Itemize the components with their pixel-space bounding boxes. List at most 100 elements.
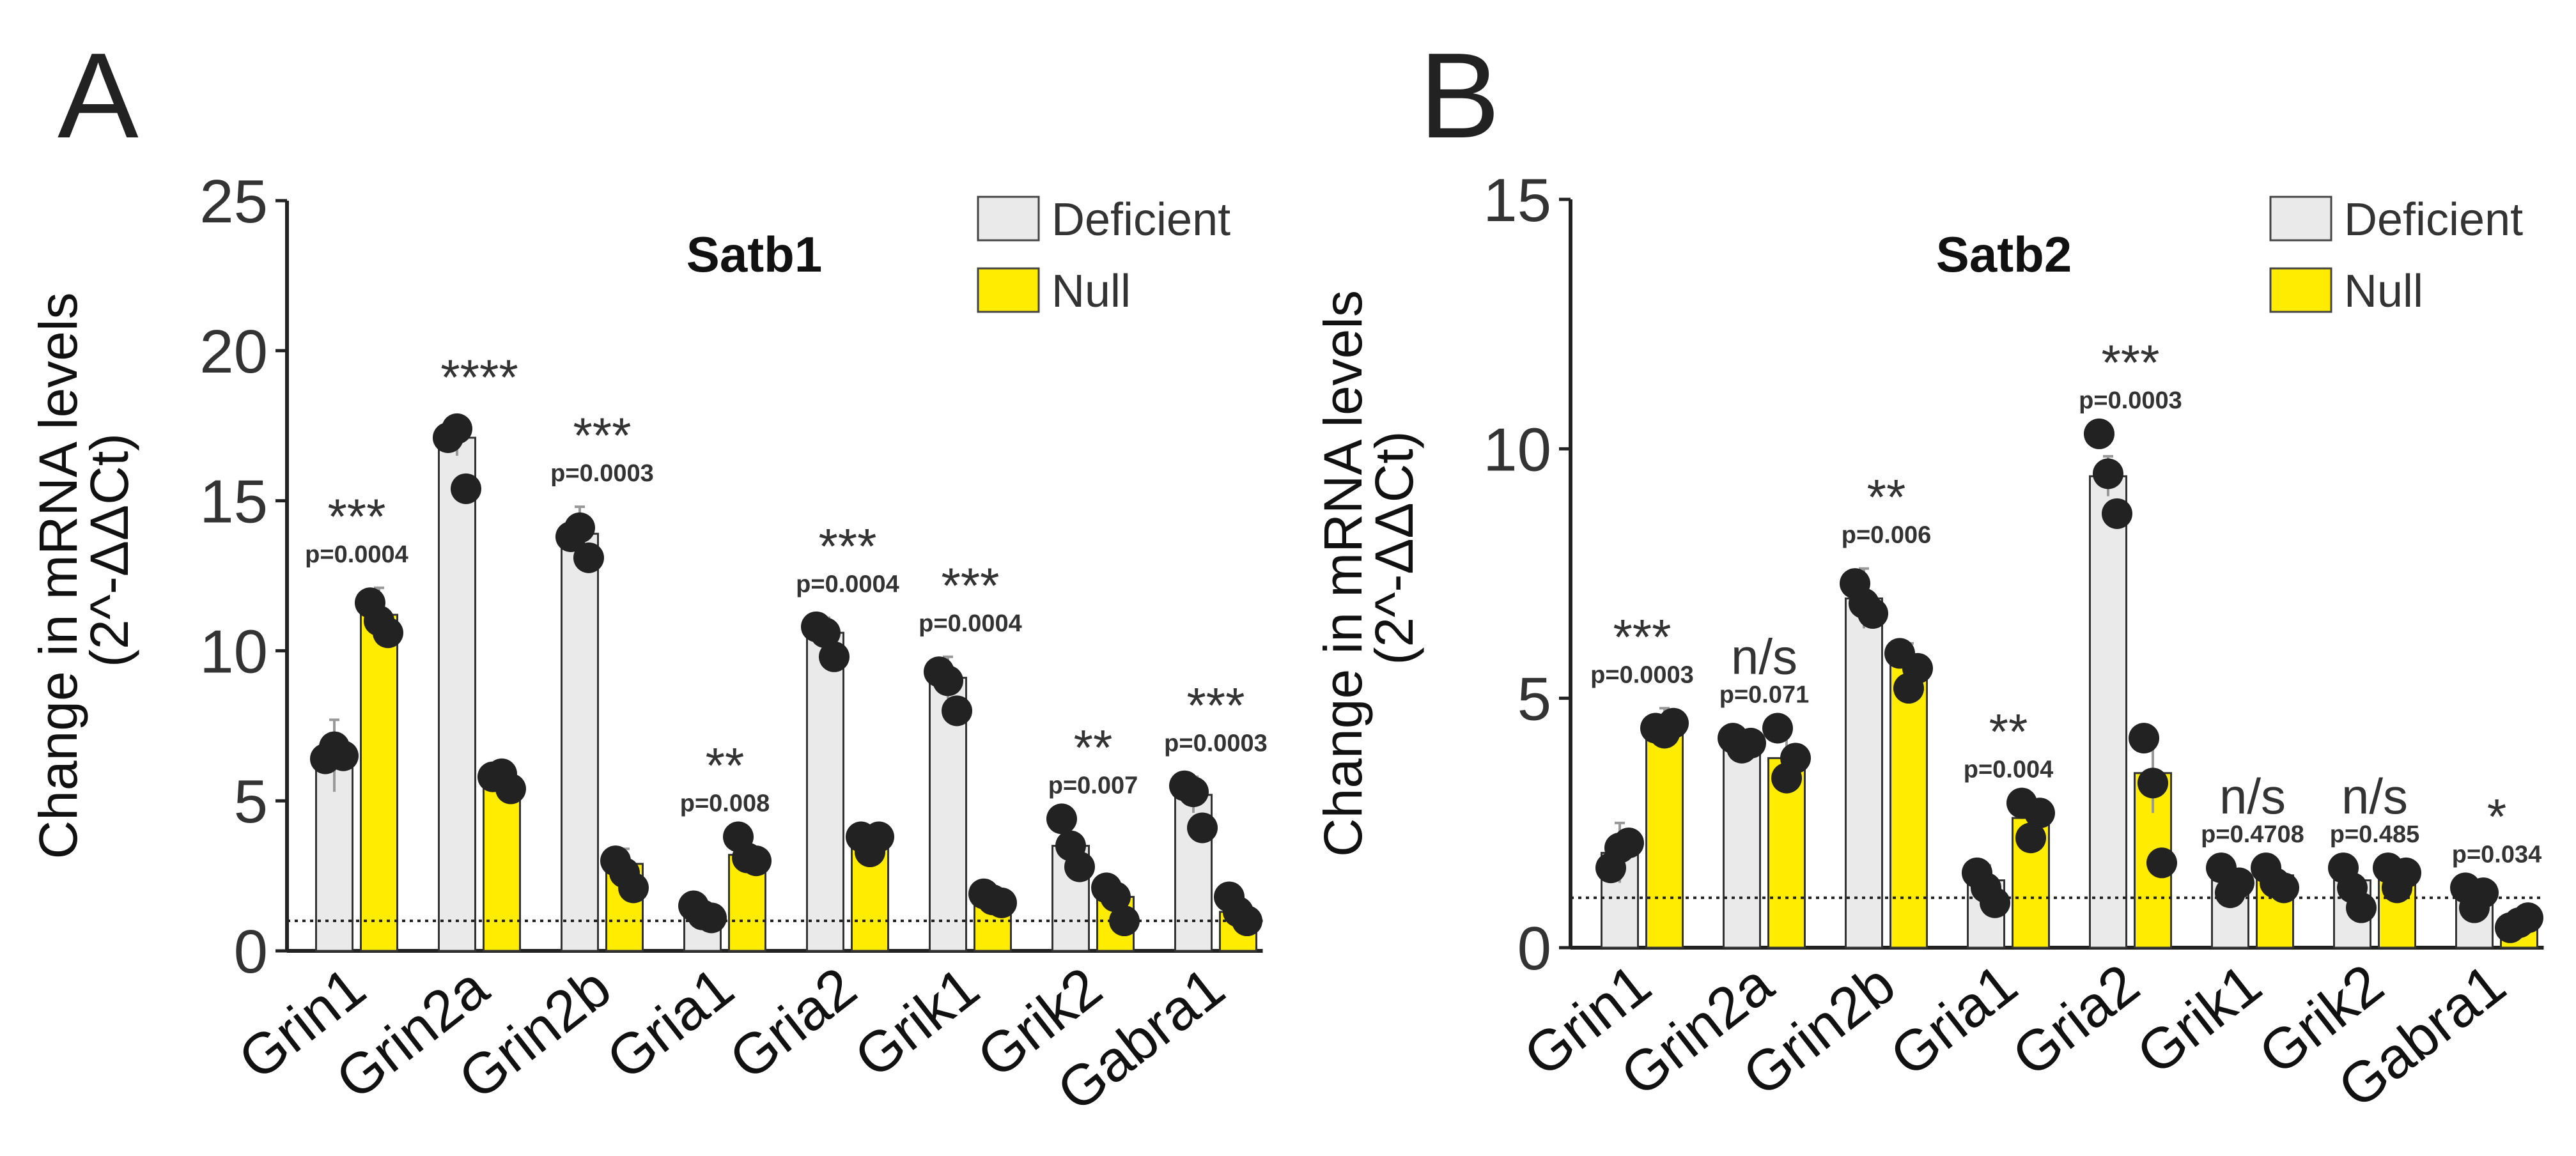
data-point (2346, 892, 2377, 923)
y-tick-label: 0 (234, 918, 268, 986)
bar-null-grin2b (1889, 662, 1928, 949)
y-axis-label: Change in mRNA levels (28, 292, 88, 859)
significance-label: *** (818, 518, 876, 574)
y-tick-label: 25 (199, 167, 268, 236)
bar-null-grin1 (360, 613, 398, 952)
p-value-label: p=0.0004 (305, 541, 408, 568)
p-value-label: p=0.006 (1842, 522, 1932, 549)
data-point (696, 902, 727, 934)
bar-null-grin1 (1645, 727, 1684, 949)
data-point (618, 872, 649, 904)
data-point (2129, 723, 2159, 754)
x-tick-label-grik1: Grik1 (843, 955, 991, 1090)
chart-title: Satb2 (1936, 226, 2072, 282)
p-value-label: p=0.007 (1048, 772, 1138, 799)
y-tick-label: 10 (199, 617, 268, 686)
data-point (2015, 822, 2046, 854)
significance-label: *** (1613, 608, 1671, 665)
x-tick-label-gria2: Gria2 (718, 955, 868, 1092)
p-value-label: p=0.034 (2452, 841, 2542, 868)
legend-swatch-null (2269, 267, 2332, 313)
data-point (2391, 857, 2421, 888)
data-point (1613, 828, 1644, 859)
bar-null-grin2a (483, 782, 521, 952)
p-value-label: p=0.008 (680, 790, 770, 817)
data-point (1064, 851, 1095, 882)
data-point (1858, 597, 1888, 629)
data-point (373, 617, 403, 649)
data-point (986, 887, 1017, 918)
data-point (2224, 867, 2254, 898)
y-axis-label: Change in mRNA levels (1313, 290, 1373, 857)
data-point (1735, 727, 1766, 759)
y-tick-label: 20 (199, 318, 268, 386)
data-point (1178, 776, 1209, 808)
significance-label: ** (1989, 704, 2028, 760)
panel-label: B (1419, 28, 1500, 164)
data-point (328, 740, 359, 771)
p-value-label: p=0.0004 (796, 571, 899, 598)
significance-label: n/s (2341, 768, 2408, 824)
legend: Deficient Null (977, 194, 1230, 317)
x-tick-label-gria2: Gria2 (2001, 952, 2151, 1089)
data-point (1980, 887, 2010, 918)
significance-label: *** (2101, 334, 2159, 390)
chart-title: Satb1 (687, 226, 822, 282)
bar-deficient-grin2b (561, 532, 599, 952)
significance-label: ** (1867, 469, 1906, 525)
bar-deficient-gria2 (2089, 475, 2127, 949)
legend-label-deficient: Deficient (1051, 194, 1230, 245)
p-value-label: p=0.0003 (1590, 661, 1694, 688)
data-point (933, 665, 963, 697)
significance-label: n/s (2219, 768, 2286, 824)
p-value-label: p=0.0003 (1164, 730, 1268, 757)
significance-label: *** (573, 407, 631, 463)
bar-deficient-grin2a (1723, 737, 1761, 949)
legend-label-deficient: Deficient (2344, 194, 2523, 245)
y-tick-label: 10 (1483, 415, 1551, 484)
significance-label: *** (1186, 677, 1245, 734)
data-point (1902, 652, 1933, 684)
p-value-label: p=0.071 (1719, 682, 1810, 709)
panel-label: A (58, 28, 139, 164)
bar-deficient-grin2b (1845, 597, 1883, 949)
legend-swatch-deficient (977, 196, 1040, 242)
p-value-label: p=0.0003 (2079, 387, 2182, 414)
significance-label: ** (1074, 719, 1113, 775)
panel-b: B Satb2 Change in mRNA levels(2^-ΔΔCt) 0 5 10… (1313, 28, 2544, 1121)
y-tick-label: 15 (199, 468, 268, 536)
y-tick-label: 15 (1483, 166, 1551, 235)
p-value-label: p=0.0003 (550, 460, 654, 487)
data-point (1046, 803, 1077, 835)
p-value-label: p=0.004 (1964, 757, 2054, 783)
panel-a: A Satb1 Change in mRNA levels(2^-ΔΔCt) 0 5 10… (28, 28, 1268, 1124)
p-value-label: p=0.4708 (2201, 821, 2304, 848)
data-point (864, 821, 894, 852)
y-tick-label: 5 (1517, 665, 1551, 734)
legend-label-null: Null (1051, 266, 1131, 317)
data-point (573, 542, 604, 573)
significance-label: * (2487, 788, 2506, 844)
significance-label: ** (706, 737, 745, 794)
p-value-label: p=0.0004 (919, 610, 1022, 637)
data-point (2468, 877, 2499, 909)
data-point (2084, 418, 2114, 449)
legend-swatch-deficient (2269, 196, 2332, 242)
data-point (1100, 881, 1131, 913)
data-point (819, 641, 850, 672)
significance-label: *** (941, 557, 999, 613)
data-point (564, 512, 595, 543)
data-point (1762, 713, 1793, 744)
y-tick-label: 5 (234, 767, 268, 836)
data-point (1780, 743, 1811, 774)
significance-label: *** (327, 488, 385, 544)
p-value-label: p=0.485 (2330, 821, 2420, 848)
data-point (2102, 498, 2132, 529)
y-axis-label-units: (2^-ΔΔCt) (1364, 431, 1424, 665)
x-tick-label-gria1: Gria1 (595, 955, 745, 1092)
legend-swatch-null (977, 267, 1040, 313)
y-tick-label: 0 (1517, 914, 1551, 983)
y-axis-label-units: (2^-ΔΔCt) (79, 433, 139, 667)
legend: Deficient Null (2269, 194, 2523, 317)
